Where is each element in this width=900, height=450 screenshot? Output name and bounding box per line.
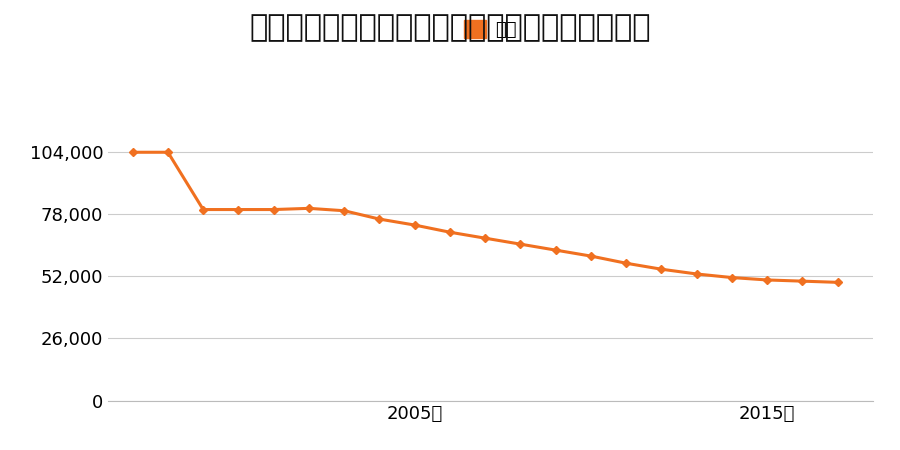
Legend: 価格: 価格 — [464, 20, 517, 39]
Text: 青森県弘前市大字大町２丁目１５番６の地価推移: 青森県弘前市大字大町２丁目１５番６の地価推移 — [249, 14, 651, 42]
